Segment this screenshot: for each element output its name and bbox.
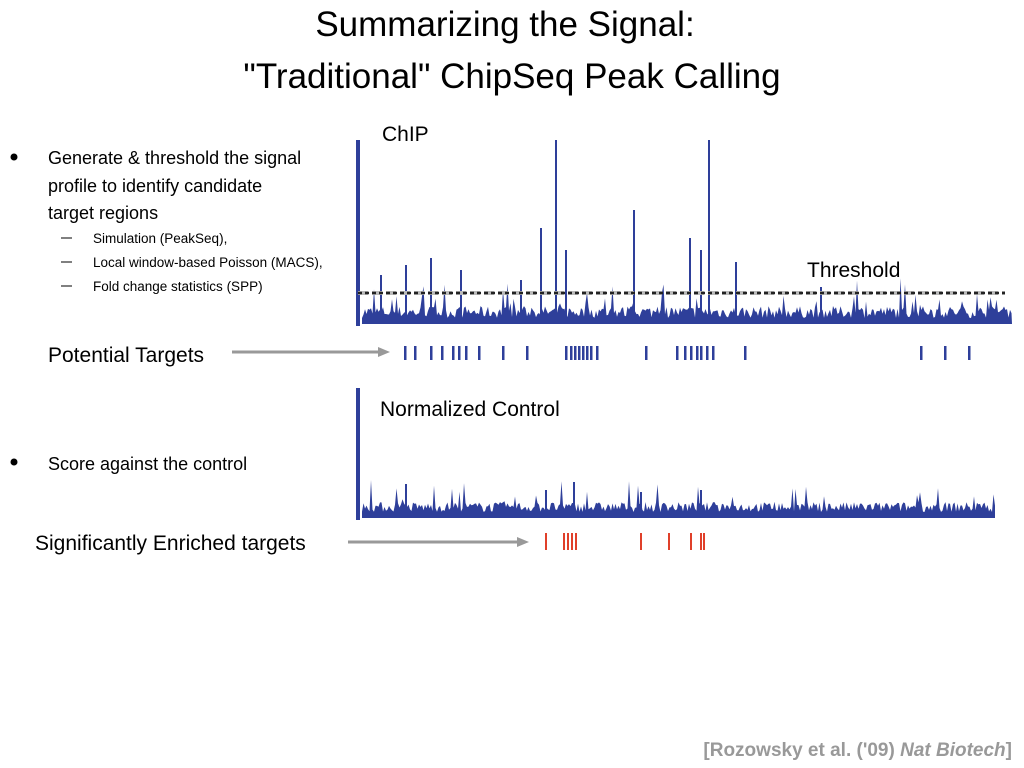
- target-tick: [700, 346, 703, 360]
- enriched-tick: [545, 533, 547, 550]
- arrow-head: [517, 537, 529, 547]
- target-tick: [586, 346, 589, 360]
- target-tick: [920, 346, 923, 360]
- target-tick: [404, 346, 407, 360]
- signal-spike: [700, 490, 702, 514]
- signal: [362, 480, 995, 518]
- signal-spike: [555, 140, 557, 320]
- signal-spike: [430, 258, 432, 320]
- target-tick: [944, 346, 947, 360]
- enriched-tick: [668, 533, 670, 550]
- target-tick: [465, 346, 468, 360]
- target-tick: [596, 346, 599, 360]
- target-tick: [526, 346, 529, 360]
- signal-spike: [540, 228, 542, 320]
- signal-spike: [520, 280, 522, 320]
- target-tick: [441, 346, 444, 360]
- bullet-text: Generate & threshold the signal: [48, 148, 301, 168]
- enriched-tick: [567, 533, 569, 550]
- signal-spike: [820, 287, 822, 320]
- control-label: Normalized Control: [380, 398, 560, 421]
- track-axis: [356, 388, 360, 520]
- target-tick: [574, 346, 577, 360]
- control-track: [362, 480, 995, 518]
- target-tick: [645, 346, 648, 360]
- bullet: [10, 458, 18, 466]
- signal-spike: [380, 275, 382, 320]
- enriched-label: Significantly Enriched targets: [35, 532, 306, 555]
- enriched-targets: [545, 533, 705, 550]
- signal-spike: [689, 238, 691, 320]
- potential-targets-label: Potential Targets: [48, 344, 204, 367]
- track-axis: [356, 140, 360, 326]
- bullet: [10, 153, 18, 161]
- title-line: Summarizing the Signal:: [315, 5, 694, 44]
- target-tick: [565, 346, 568, 360]
- signal-spike: [405, 484, 407, 514]
- signal-spike: [633, 210, 635, 320]
- title-line: "Traditional" ChipSeq Peak Calling: [243, 57, 780, 96]
- signal-spike: [545, 490, 547, 514]
- chip-track: [362, 140, 1012, 324]
- target-tick: [684, 346, 687, 360]
- bullet-text: target regions: [48, 203, 158, 223]
- threshold-label: Threshold: [807, 259, 900, 282]
- sub-bullet-text: Simulation (PeakSeq),: [93, 231, 227, 246]
- target-tick: [676, 346, 679, 360]
- citation-journal: Nat Biotech: [900, 740, 1006, 761]
- target-tick: [590, 346, 593, 360]
- target-tick: [690, 346, 693, 360]
- target-tick: [478, 346, 481, 360]
- target-tick: [712, 346, 715, 360]
- citation: [Rozowsky et al. ('09) Nat Biotech]: [703, 740, 1012, 761]
- target-tick: [744, 346, 747, 360]
- enriched-tick: [575, 533, 577, 550]
- target-tick: [696, 346, 699, 360]
- enriched-tick: [700, 533, 702, 550]
- target-tick: [578, 346, 581, 360]
- enriched-tick: [703, 533, 705, 550]
- sub-bullet-text: Fold change statistics (SPP): [93, 279, 263, 294]
- target-tick: [502, 346, 505, 360]
- target-tick: [582, 346, 585, 360]
- signal-spike: [708, 140, 710, 320]
- bullet-text: Score against the control: [48, 454, 247, 474]
- signal-spike: [573, 482, 575, 514]
- citation-text: ]: [1006, 740, 1012, 761]
- enriched-tick: [640, 533, 642, 550]
- bullet-text: profile to identify candidate: [48, 176, 262, 196]
- potential-targets: [404, 346, 971, 360]
- citation-text: [Rozowsky et al. ('09): [703, 740, 900, 761]
- sub-bullet-text: Local window-based Poisson (MACS),: [93, 255, 323, 270]
- signal-spike: [700, 250, 702, 320]
- target-tick: [968, 346, 971, 360]
- arrow-head: [378, 347, 390, 357]
- enriched-tick: [563, 533, 565, 550]
- target-tick: [570, 346, 573, 360]
- chip-label: ChIP: [382, 123, 429, 146]
- enriched-tick: [571, 533, 573, 550]
- target-tick: [706, 346, 709, 360]
- target-tick: [458, 346, 461, 360]
- signal-spike: [640, 492, 642, 514]
- enriched-tick: [690, 533, 692, 550]
- target-tick: [430, 346, 433, 360]
- target-tick: [452, 346, 455, 360]
- target-tick: [414, 346, 417, 360]
- signal-spike: [565, 250, 567, 320]
- signal: [362, 278, 1012, 324]
